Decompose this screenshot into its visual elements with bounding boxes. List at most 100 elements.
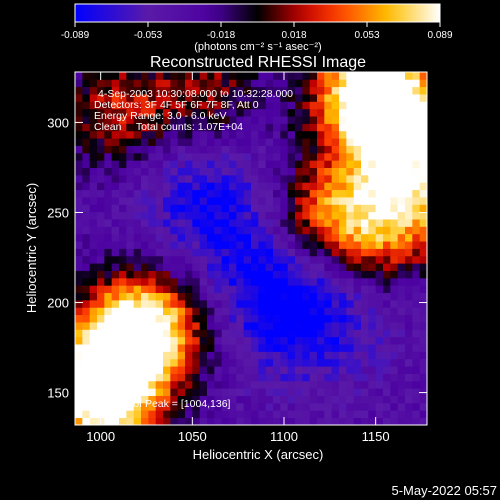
heatmap-pixel bbox=[331, 373, 340, 382]
heatmap-pixel bbox=[89, 417, 98, 425]
heatmap-pixel bbox=[265, 174, 274, 183]
heatmap-pixel bbox=[236, 138, 245, 146]
heatmap-pixel bbox=[397, 226, 406, 235]
heatmap-pixel bbox=[126, 204, 135, 213]
heatmap-pixel bbox=[405, 410, 413, 419]
heatmap-pixel bbox=[405, 145, 413, 154]
heatmap-pixel bbox=[339, 344, 347, 352]
heatmap-pixel bbox=[214, 123, 223, 132]
heatmap-pixel bbox=[287, 160, 296, 168]
heatmap-pixel bbox=[243, 79, 252, 88]
heatmap-pixel bbox=[317, 366, 325, 374]
heatmap-pixel bbox=[295, 395, 303, 404]
heatmap-pixel bbox=[104, 270, 113, 279]
heatmap-pixel bbox=[221, 116, 230, 124]
heatmap-pixel bbox=[258, 336, 267, 345]
heatmap-pixel bbox=[148, 138, 157, 146]
heatmap-pixel bbox=[75, 402, 83, 411]
heatmap-pixel bbox=[397, 263, 406, 271]
heatmap-pixel bbox=[295, 72, 303, 80]
heatmap-pixel bbox=[75, 366, 83, 374]
heatmap-pixel bbox=[97, 167, 105, 176]
heatmap-pixel bbox=[97, 314, 105, 323]
heatmap-pixel bbox=[155, 160, 164, 168]
heatmap-pixel bbox=[258, 329, 267, 338]
heatmap-pixel bbox=[185, 248, 193, 257]
heatmap-pixel bbox=[383, 285, 391, 294]
heatmap-pixel bbox=[126, 130, 135, 139]
heatmap-pixel bbox=[353, 388, 362, 396]
heatmap-pixel bbox=[75, 152, 83, 161]
heatmap-pixel bbox=[192, 292, 201, 301]
heatmap-pixel bbox=[361, 174, 369, 183]
heatmap-pixel bbox=[405, 358, 413, 367]
heatmap-pixel bbox=[368, 189, 377, 198]
heatmap-pixel bbox=[302, 314, 311, 323]
heatmap-pixel bbox=[317, 417, 325, 425]
heatmap-pixel bbox=[75, 373, 83, 382]
heatmap-pixel bbox=[309, 108, 318, 117]
heatmap-pixel bbox=[126, 336, 135, 345]
heatmap-pixel bbox=[309, 380, 318, 389]
heatmap-pixel bbox=[368, 79, 377, 88]
heatmap-pixel bbox=[280, 285, 289, 294]
heatmap-pixel bbox=[207, 174, 215, 183]
heatmap-pixel bbox=[251, 336, 259, 345]
heatmap-pixel bbox=[192, 160, 201, 168]
heatmap-pixel bbox=[177, 380, 186, 389]
heatmap-pixel bbox=[126, 167, 135, 176]
heatmap-pixel bbox=[207, 417, 215, 425]
heatmap-pixel bbox=[317, 233, 325, 242]
heatmap-pixel bbox=[412, 248, 421, 257]
heatmap-pixel bbox=[75, 108, 83, 117]
heatmap-pixel bbox=[339, 255, 347, 264]
heatmap-pixel bbox=[148, 189, 157, 198]
heatmap-pixel bbox=[368, 123, 377, 132]
heatmap-pixel bbox=[383, 270, 391, 279]
heatmap-pixel bbox=[280, 108, 289, 117]
heatmap-pixel bbox=[185, 336, 193, 345]
heatmap-pixel bbox=[236, 152, 245, 161]
heatmap-pixel bbox=[324, 160, 333, 168]
heatmap-pixel bbox=[397, 130, 406, 139]
heatmap-pixel bbox=[265, 167, 274, 176]
annotation-time-range: 4-Sep-2003 10:30:08.000 to 10:32:28.000 bbox=[98, 88, 293, 100]
heatmap-pixel bbox=[331, 395, 340, 404]
heatmap-pixel bbox=[302, 388, 311, 396]
heatmap-pixel bbox=[236, 167, 245, 176]
heatmap-pixel bbox=[251, 299, 259, 308]
heatmap-pixel bbox=[302, 174, 311, 183]
heatmap-pixel bbox=[346, 241, 355, 249]
heatmap-pixel bbox=[317, 197, 325, 205]
heatmap-pixel bbox=[229, 204, 237, 213]
heatmap-pixel bbox=[390, 314, 399, 323]
heatmap-pixel bbox=[89, 116, 98, 124]
heatmap-pixel bbox=[295, 123, 303, 132]
heatmap-pixel bbox=[390, 299, 399, 308]
heatmap-pixel bbox=[397, 101, 406, 110]
heatmap-pixel bbox=[390, 72, 399, 80]
heatmap-pixel bbox=[331, 351, 340, 360]
heatmap-pixel bbox=[199, 86, 208, 95]
heatmap-pixel bbox=[133, 94, 142, 102]
heatmap-pixel bbox=[75, 145, 83, 154]
heatmap-pixel bbox=[353, 72, 362, 80]
heatmap-pixel bbox=[368, 152, 377, 161]
heatmap-pixel bbox=[141, 373, 149, 382]
heatmap-pixel bbox=[119, 79, 127, 88]
heatmap-pixel bbox=[126, 358, 135, 367]
heatmap-pixel bbox=[177, 219, 186, 227]
heatmap-pixel bbox=[141, 314, 149, 323]
heatmap-pixel bbox=[287, 152, 296, 161]
heatmap-pixel bbox=[89, 380, 98, 389]
heatmap-pixel bbox=[214, 130, 223, 139]
heatmap-pixel bbox=[412, 174, 421, 183]
heatmap-pixel bbox=[368, 241, 377, 249]
heatmap-pixel bbox=[302, 138, 311, 146]
heatmap-pixel bbox=[412, 270, 421, 279]
heatmap-pixel bbox=[221, 366, 230, 374]
heatmap-pixel bbox=[82, 417, 91, 425]
heatmap-pixel bbox=[97, 145, 105, 154]
heatmap-pixel bbox=[251, 410, 259, 419]
heatmap-pixel bbox=[82, 108, 91, 117]
